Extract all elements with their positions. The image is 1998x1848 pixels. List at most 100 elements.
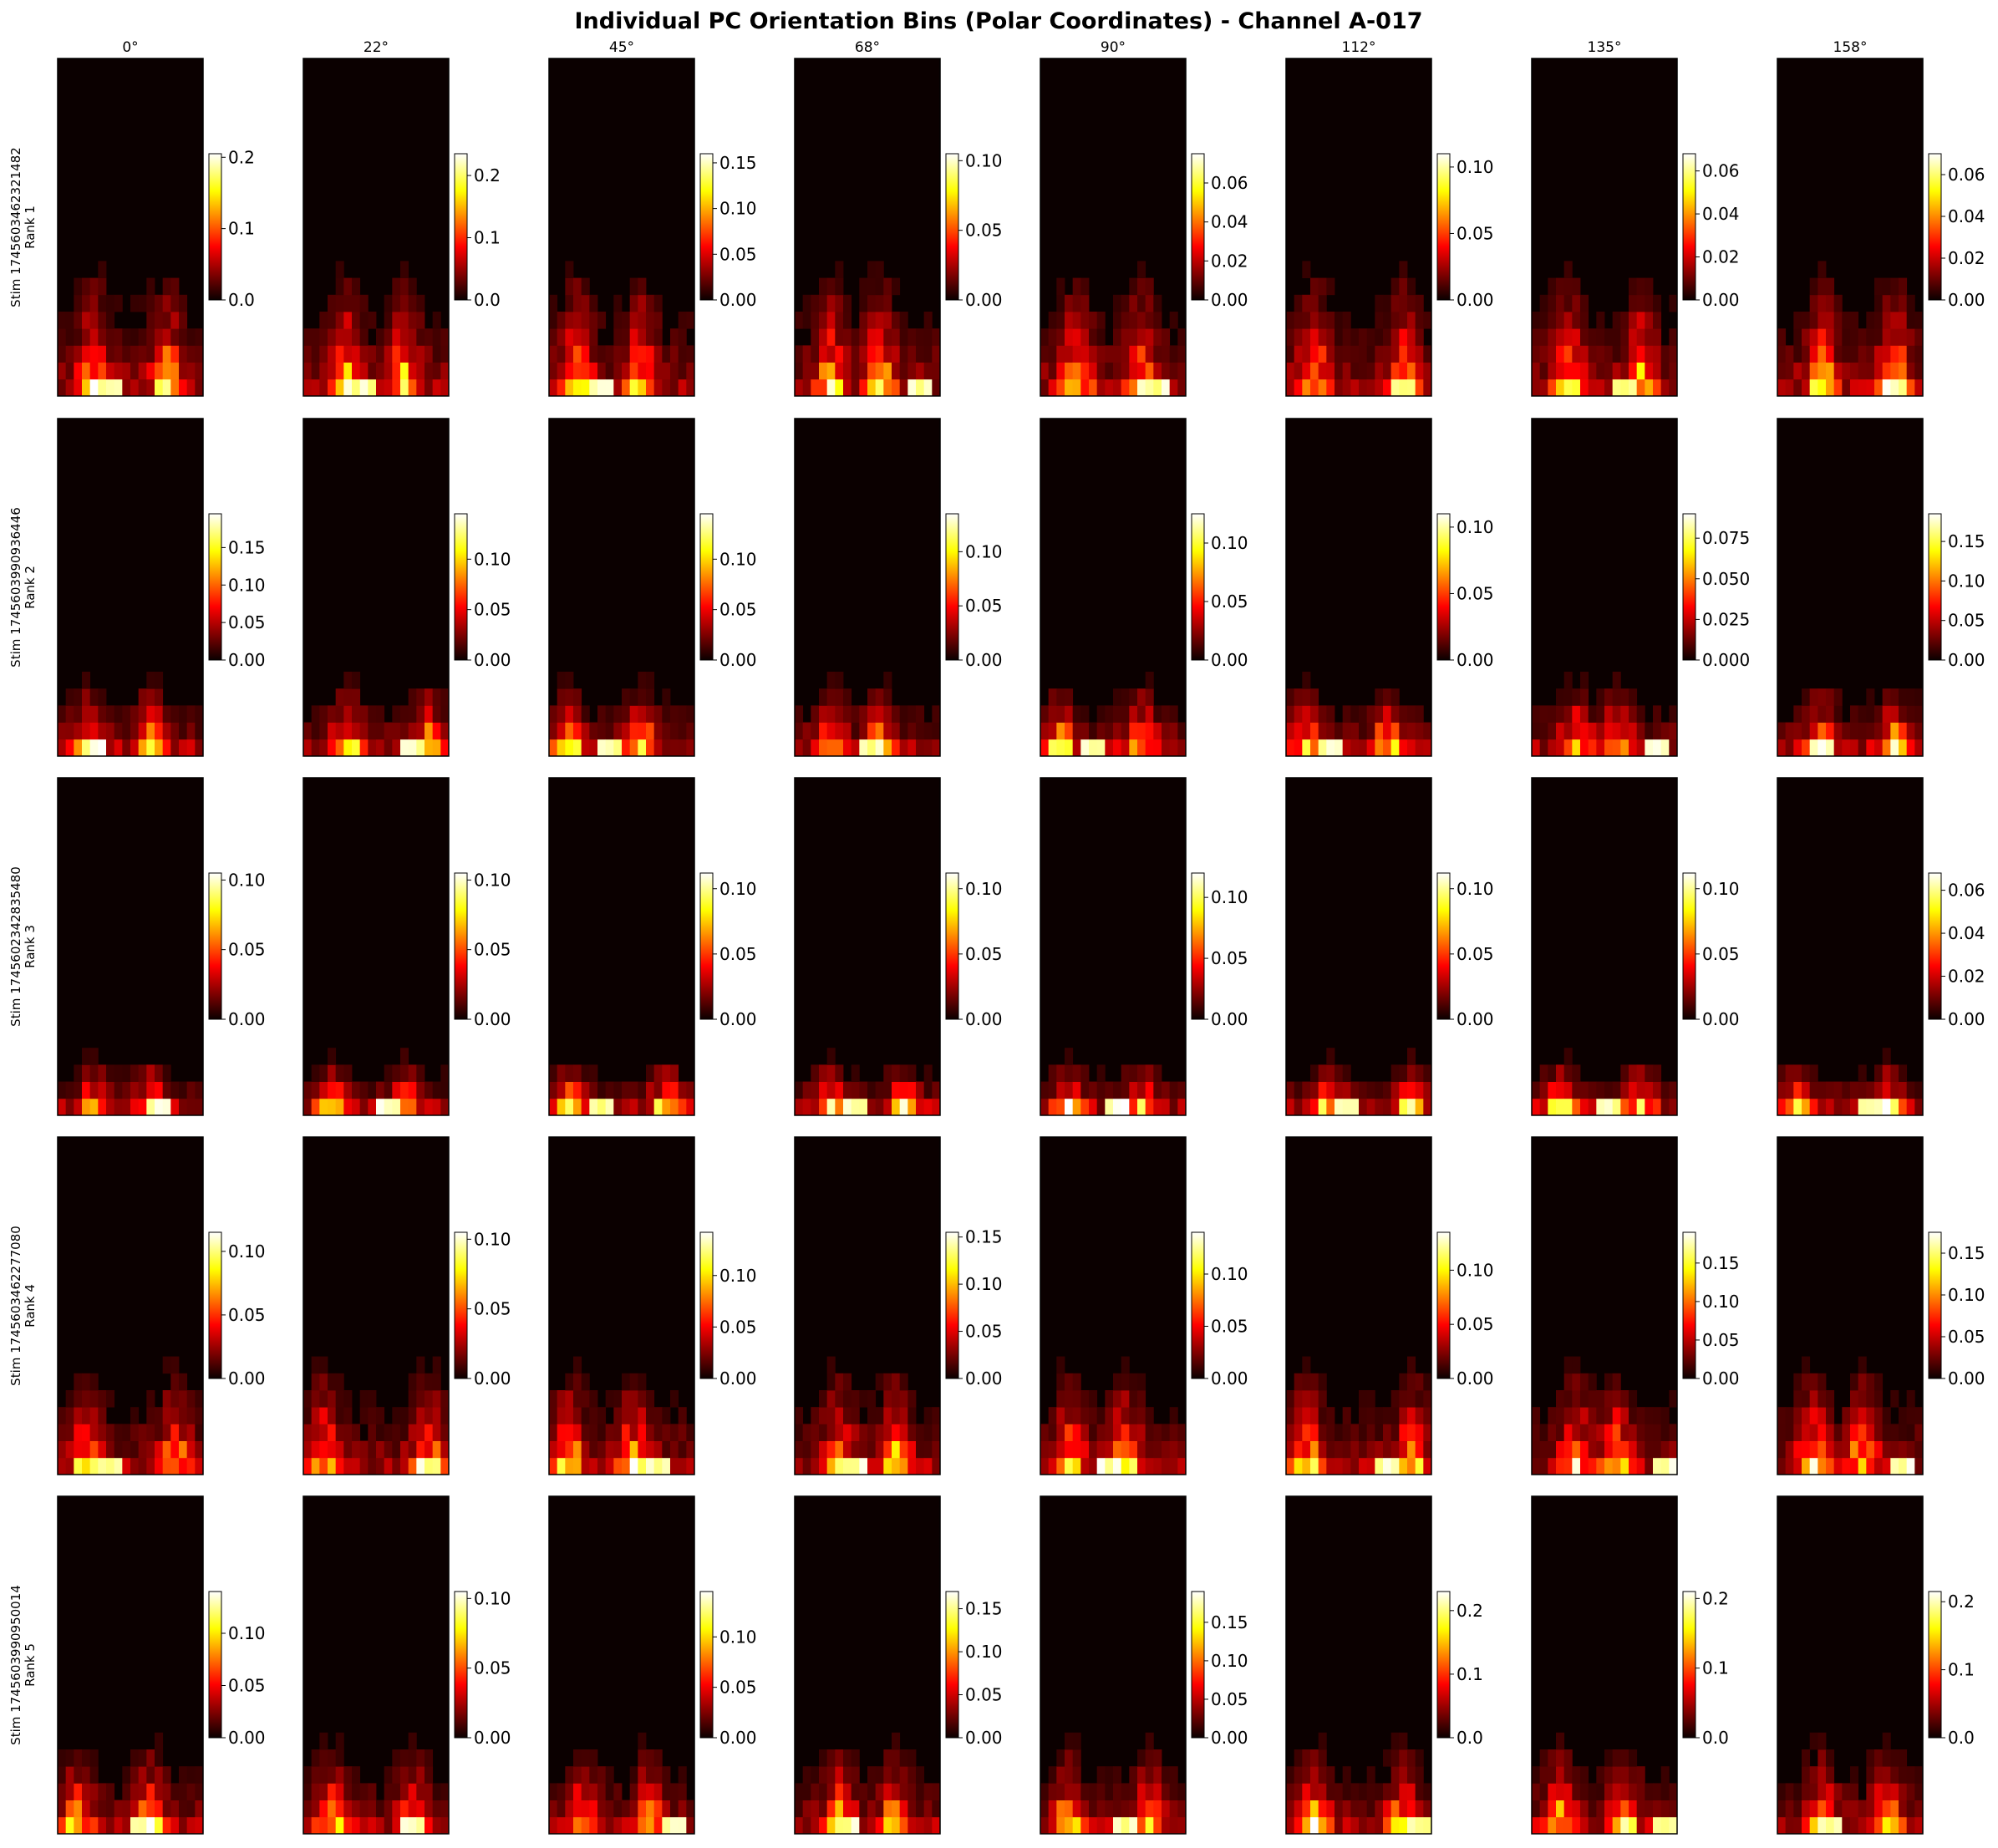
heatmap-cell: [1539, 1783, 1548, 1800]
heatmap-cell: [653, 1457, 663, 1475]
heatmap-cell: [1390, 277, 1400, 296]
heatmap-cell: [1056, 277, 1065, 296]
heatmap-cell: [1390, 1766, 1400, 1784]
heatmap-cell: [58, 1424, 67, 1441]
heatmap-panel: [1777, 418, 1924, 757]
colorbar: 0.000.050.10: [945, 513, 1003, 670]
colorbar-tick-label: 0.075: [1702, 528, 1750, 548]
heatmap-cell: [1302, 672, 1311, 689]
heatmap-cell: [1604, 1749, 1614, 1767]
heatmap-cell: [440, 688, 450, 706]
heatmap-cell: [932, 739, 941, 757]
heatmap-cell: [1423, 1373, 1432, 1391]
heatmap-cell: [1890, 705, 1899, 723]
heatmap-cell: [859, 362, 868, 380]
heatmap-cell: [1096, 705, 1106, 723]
heatmap-cell: [170, 1816, 180, 1835]
heatmap-cell: [1407, 312, 1416, 329]
heatmap-cell: [1072, 1816, 1081, 1835]
heatmap-cell: [146, 277, 155, 296]
heatmap-cell: [1113, 312, 1122, 329]
row-rank-label: Rank 2: [23, 566, 38, 609]
heatmap-cell: [565, 722, 574, 740]
heatmap-cell: [686, 722, 695, 740]
heatmap-cell: [89, 1766, 99, 1784]
heatmap-cell: [1105, 705, 1114, 723]
heatmap-cell: [1318, 1081, 1327, 1099]
heatmap-cell: [1882, 378, 1891, 397]
heatmap-cell: [557, 1098, 566, 1116]
heatmap-cell: [1572, 1800, 1581, 1818]
heatmap-cell: [1629, 277, 1638, 296]
heatmap-cell: [1129, 1081, 1138, 1099]
row-rank-label: Rank 5: [23, 1643, 38, 1687]
heatmap-cell: [1318, 1440, 1327, 1459]
heatmap-cell: [1302, 1098, 1311, 1116]
colorbar-tick-label: 0.05: [965, 221, 1003, 241]
heatmap-cell: [416, 1800, 425, 1818]
heatmap-cell: [835, 1783, 844, 1800]
heatmap-cell: [98, 1098, 107, 1116]
heatmap-cell: [1906, 1407, 1915, 1424]
heatmap-cell: [1162, 1783, 1171, 1800]
heatmap-cell: [1137, 277, 1146, 296]
heatmap-cell: [1785, 1098, 1794, 1116]
heatmap-cell: [638, 705, 647, 723]
heatmap-cell: [1153, 294, 1162, 312]
heatmap-cell: [1833, 1457, 1843, 1475]
heatmap-cell: [1580, 688, 1589, 706]
heatmap-cell: [1056, 739, 1065, 757]
heatmap-cell: [826, 294, 836, 312]
heatmap-panel: [548, 1495, 695, 1835]
heatmap-cell: [162, 1390, 171, 1408]
heatmap-cell: [1153, 1766, 1162, 1784]
heatmap-cell: [1866, 1098, 1875, 1116]
heatmap-cell: [811, 1440, 820, 1459]
heatmap-cell: [1072, 1390, 1081, 1408]
heatmap-cell: [319, 705, 328, 723]
heatmap-cell: [686, 1457, 695, 1475]
heatmap-cell: [589, 312, 598, 329]
heatmap-cell: [1653, 362, 1662, 380]
heatmap-cell: [1342, 1783, 1351, 1800]
colorbar-tick-label: 0.2: [1457, 1601, 1483, 1621]
heatmap-cell: [1407, 1064, 1416, 1082]
heatmap-cell: [1342, 1424, 1351, 1441]
heatmap-cell: [1645, 312, 1654, 329]
heatmap-cell: [114, 294, 123, 312]
heatmap-cell: [65, 1081, 74, 1099]
heatmap-cell: [565, 1081, 574, 1099]
heatmap-cell: [1096, 722, 1106, 740]
heatmap-cell: [1604, 1081, 1614, 1099]
heatmap-cell: [1612, 345, 1621, 363]
heatmap-cell: [1842, 1457, 1851, 1475]
heatmap-cell: [565, 1407, 574, 1424]
heatmap-cell: [1390, 294, 1400, 312]
heatmap-cell: [565, 688, 574, 706]
heatmap-cell: [1383, 1749, 1392, 1767]
heatmap-cell: [1318, 362, 1327, 380]
heatmap-cell: [1113, 1800, 1122, 1818]
heatmap-cell: [319, 1356, 328, 1374]
heatmap-cell: [1636, 1081, 1645, 1099]
heatmap-cell: [662, 1800, 671, 1818]
heatmap-cell: [1818, 345, 1827, 363]
heatmap-cell: [328, 1749, 337, 1767]
heatmap-cell: [859, 722, 868, 740]
heatmap-cell: [311, 328, 320, 346]
heatmap-cell: [867, 688, 877, 706]
heatmap-cell: [1121, 1457, 1130, 1475]
heatmap-cell: [155, 705, 164, 723]
colorbar: 0.00.10.2: [208, 147, 255, 310]
heatmap-cell: [1407, 328, 1416, 346]
heatmap-cell: [1294, 1081, 1303, 1099]
heatmap-cell: [106, 294, 115, 312]
heatmap-cell: [1145, 1424, 1154, 1441]
heatmap-cell: [1899, 1081, 1908, 1099]
heatmap-cell: [597, 1407, 607, 1424]
heatmap-cell: [1563, 1098, 1573, 1116]
heatmap-cell: [629, 1390, 638, 1408]
heatmap-cell: [1096, 328, 1106, 346]
heatmap-cell: [122, 1816, 131, 1835]
heatmap-cell: [867, 722, 877, 740]
